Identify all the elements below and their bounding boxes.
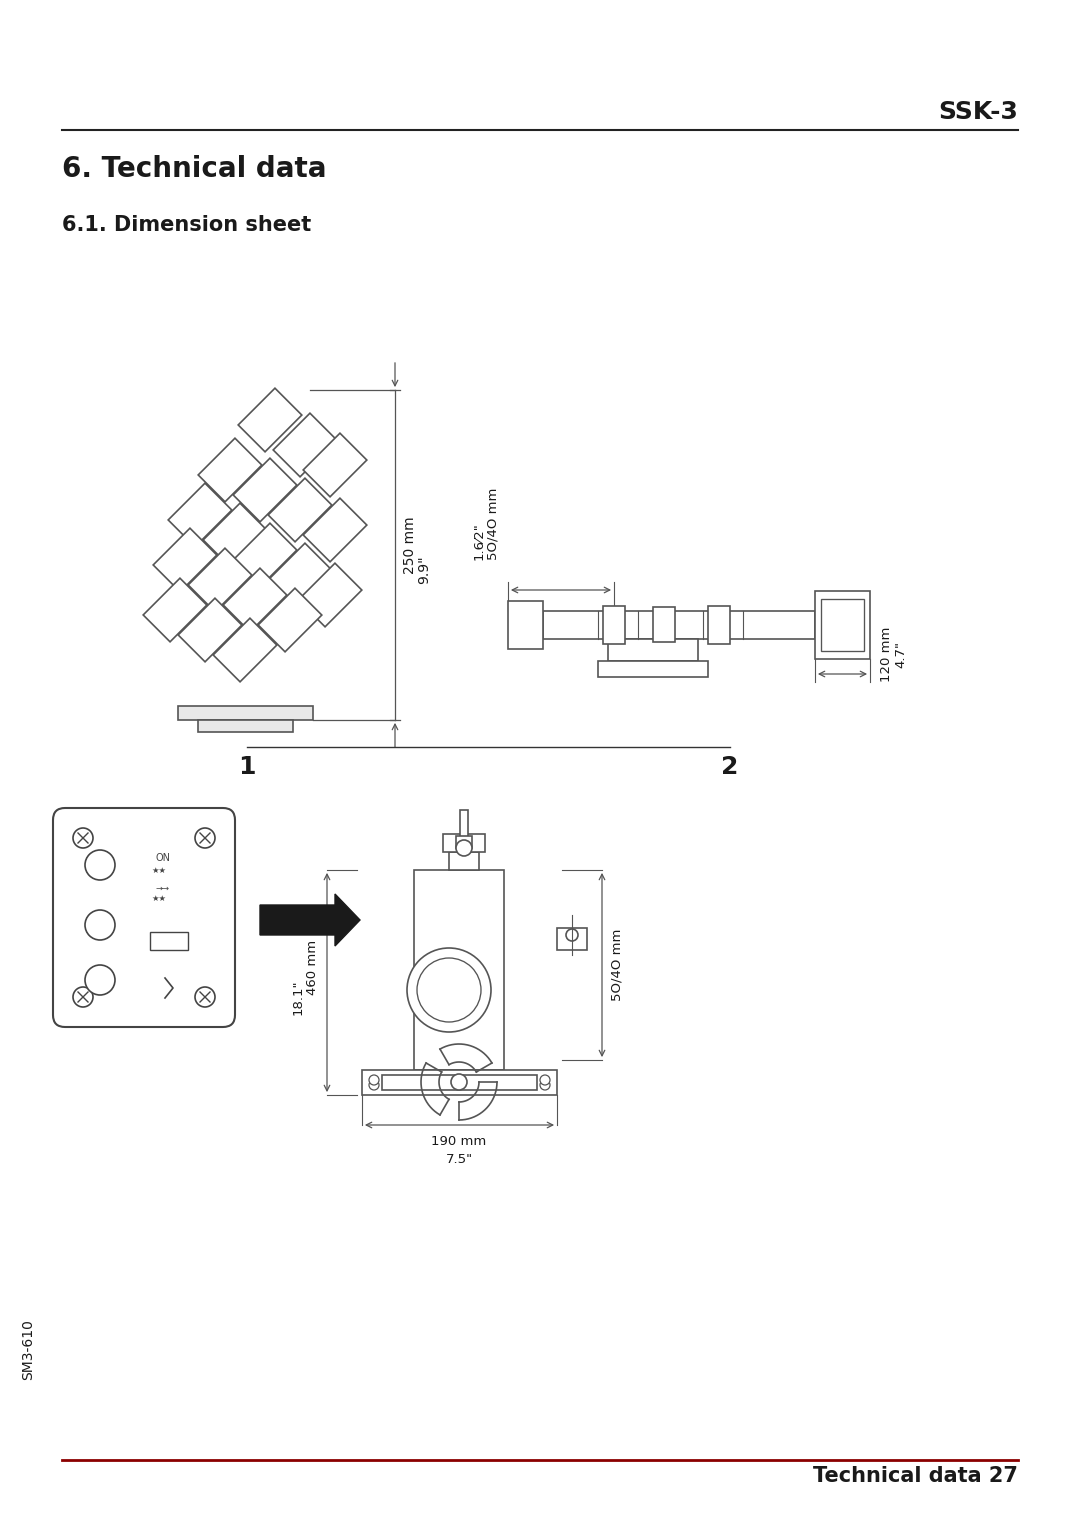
Circle shape <box>73 828 93 848</box>
Text: 5O/4O mm: 5O/4O mm <box>610 929 623 1002</box>
Bar <box>460 810 468 840</box>
Text: 250 mm: 250 mm <box>403 515 417 573</box>
Polygon shape <box>213 618 276 682</box>
Polygon shape <box>258 589 322 651</box>
Circle shape <box>451 1074 467 1090</box>
Bar <box>603 605 625 644</box>
Text: ON: ON <box>156 852 170 863</box>
Bar <box>382 1075 537 1090</box>
Bar <box>557 929 588 950</box>
Text: 7.5": 7.5" <box>445 1153 473 1167</box>
Circle shape <box>417 958 481 1022</box>
Text: ★★: ★★ <box>151 866 166 874</box>
Polygon shape <box>233 523 297 587</box>
Text: SSK-3: SSK-3 <box>939 101 1018 124</box>
Polygon shape <box>303 433 367 497</box>
Bar <box>456 836 472 848</box>
FancyBboxPatch shape <box>53 808 235 1026</box>
Circle shape <box>73 987 93 1007</box>
Polygon shape <box>233 458 297 522</box>
Circle shape <box>85 849 114 880</box>
Bar <box>821 599 864 651</box>
FancyArrow shape <box>260 894 360 946</box>
Polygon shape <box>199 438 261 502</box>
Polygon shape <box>268 543 332 607</box>
Circle shape <box>456 840 472 856</box>
Text: 190 mm: 190 mm <box>431 1135 487 1148</box>
Text: SM3-610: SM3-610 <box>21 1319 35 1380</box>
Text: →→: →→ <box>156 883 168 892</box>
Text: 460 mm: 460 mm <box>306 939 319 996</box>
Polygon shape <box>268 479 332 541</box>
Text: 4.7": 4.7" <box>894 640 907 668</box>
Polygon shape <box>153 528 217 592</box>
Polygon shape <box>298 563 362 627</box>
Polygon shape <box>168 483 232 547</box>
Circle shape <box>407 949 491 1032</box>
Text: 120 mm: 120 mm <box>880 627 893 682</box>
Polygon shape <box>273 413 337 477</box>
Text: 18.1": 18.1" <box>292 979 305 1016</box>
Polygon shape <box>178 598 242 662</box>
Polygon shape <box>224 569 287 631</box>
Circle shape <box>540 1080 550 1090</box>
Circle shape <box>85 965 114 994</box>
Circle shape <box>369 1075 379 1084</box>
Bar <box>815 592 870 659</box>
Text: 5O/4O mm: 5O/4O mm <box>487 488 500 560</box>
Polygon shape <box>303 499 367 561</box>
Bar <box>362 1071 557 1095</box>
Bar <box>150 932 188 950</box>
Text: 2: 2 <box>721 755 739 779</box>
Bar <box>508 601 543 650</box>
Circle shape <box>195 987 215 1007</box>
Text: 9.9": 9.9" <box>417 555 431 584</box>
Polygon shape <box>239 389 301 451</box>
Bar <box>598 660 708 677</box>
Circle shape <box>540 1075 550 1084</box>
Circle shape <box>566 929 578 941</box>
Text: 6.1. Dimension sheet: 6.1. Dimension sheet <box>62 215 311 235</box>
Bar <box>443 834 485 852</box>
Bar <box>653 607 675 642</box>
Text: ★★: ★★ <box>151 894 166 903</box>
Polygon shape <box>203 503 267 567</box>
Circle shape <box>195 828 215 848</box>
Text: 6. Technical data: 6. Technical data <box>62 156 326 183</box>
Bar <box>608 639 698 660</box>
Bar <box>543 612 815 639</box>
Bar <box>449 852 480 869</box>
Bar <box>708 605 730 644</box>
Text: 1.6⁄2": 1.6⁄2" <box>473 522 486 560</box>
Bar <box>198 720 293 732</box>
Bar <box>178 706 313 720</box>
Bar <box>414 869 504 1071</box>
Text: Technical data 27: Technical data 27 <box>813 1466 1018 1485</box>
Polygon shape <box>188 547 252 612</box>
Polygon shape <box>144 578 206 642</box>
Circle shape <box>369 1080 379 1090</box>
Text: 1: 1 <box>239 755 256 779</box>
Circle shape <box>85 910 114 939</box>
